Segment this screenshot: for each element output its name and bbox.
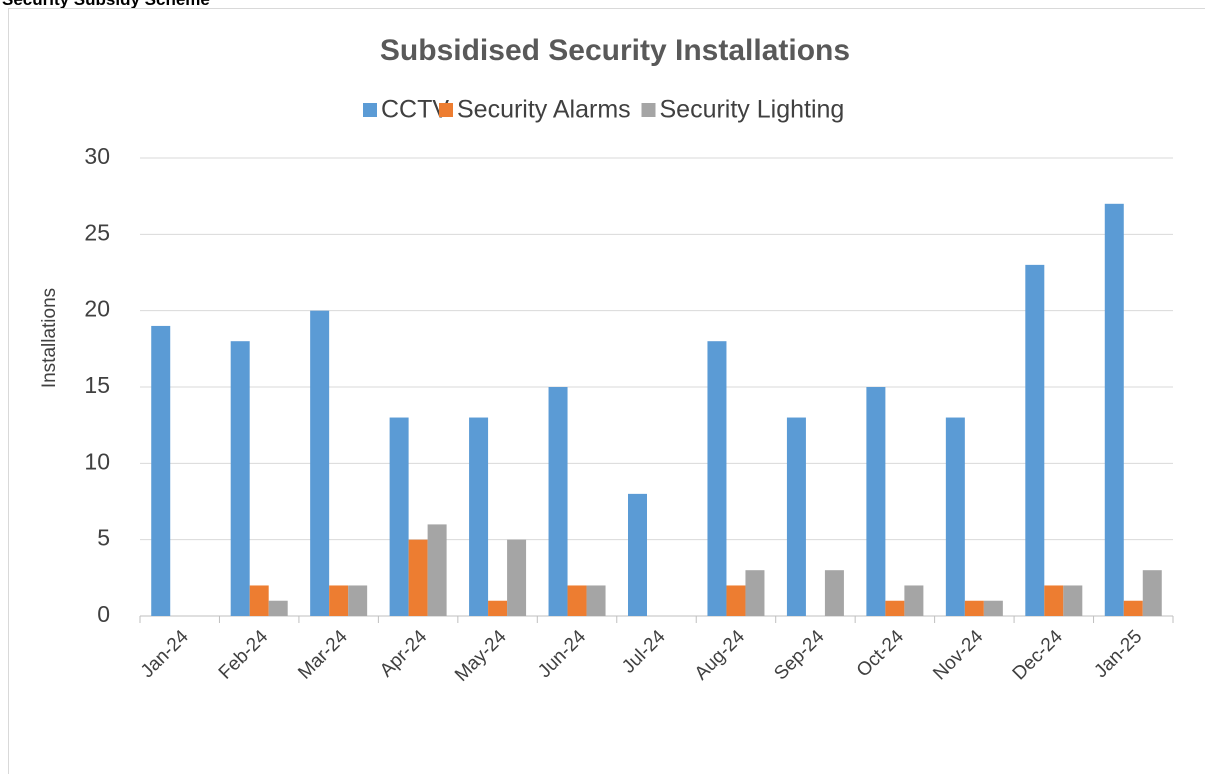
y-axis-label: Installations [39, 288, 60, 388]
x-tick-label: Jan-25 [1090, 626, 1146, 682]
bar [488, 600, 508, 616]
bar [151, 325, 171, 616]
legend-swatch [363, 103, 377, 117]
bar [964, 600, 984, 616]
bar [329, 585, 349, 616]
bar [824, 570, 844, 616]
y-tick-label: 20 [84, 296, 110, 322]
bar [866, 387, 886, 616]
bar [268, 600, 288, 616]
bar [726, 585, 746, 616]
bar [1063, 585, 1083, 616]
bar [786, 417, 806, 616]
bar [904, 585, 924, 616]
legend-swatch [439, 103, 453, 117]
sheet-heading: Security Subsidy Scheme [2, 0, 210, 10]
legend-label: Security Alarms [457, 96, 631, 124]
x-tick-label: Dec-24 [1009, 626, 1067, 684]
bar [469, 417, 489, 616]
bar [983, 600, 1003, 616]
legend-label: Security Lighting [660, 96, 845, 124]
bar [885, 600, 905, 616]
y-tick-label: 15 [84, 372, 110, 398]
y-tick-label: 5 [97, 525, 110, 551]
bar [427, 524, 447, 616]
chart-border [8, 8, 1205, 774]
bar [567, 585, 587, 616]
bar [408, 539, 428, 616]
bar [389, 417, 409, 616]
x-tick-label: Feb-24 [215, 626, 273, 684]
bar [230, 341, 250, 616]
bar [249, 585, 269, 616]
bar [310, 310, 330, 616]
y-tick-label: 25 [84, 219, 110, 245]
bar [507, 539, 527, 616]
bar [586, 585, 606, 616]
x-tick-label: Sep-24 [770, 626, 828, 684]
y-tick-label: 0 [97, 601, 110, 627]
x-tick-label: Jul-24 [618, 626, 670, 678]
bar [1044, 585, 1064, 616]
bar [1025, 264, 1045, 616]
bar [628, 493, 647, 616]
bar [945, 417, 965, 616]
bar [1142, 570, 1162, 616]
y-tick-label: 30 [84, 143, 110, 169]
x-tick-label: Jun-24 [534, 626, 590, 682]
x-tick-label: Apr-24 [376, 626, 431, 681]
bar [548, 387, 568, 616]
x-tick-label: May-24 [451, 626, 511, 686]
legend-swatch [641, 103, 656, 117]
legend-label: CCTV [381, 96, 449, 124]
x-tick-label: Aug-24 [691, 626, 749, 684]
bar [348, 585, 368, 616]
x-tick-label: Jan-24 [137, 626, 193, 682]
bar [745, 570, 765, 616]
chart-title: Subsidised Security Installations [380, 34, 850, 67]
y-tick-label: 10 [84, 448, 110, 474]
x-tick-label: Nov-24 [929, 626, 987, 684]
bar [707, 341, 727, 616]
bar [1104, 203, 1124, 617]
bar [1123, 600, 1143, 616]
x-tick-label: Oct-24 [853, 626, 908, 681]
x-tick-label: Mar-24 [294, 626, 352, 684]
